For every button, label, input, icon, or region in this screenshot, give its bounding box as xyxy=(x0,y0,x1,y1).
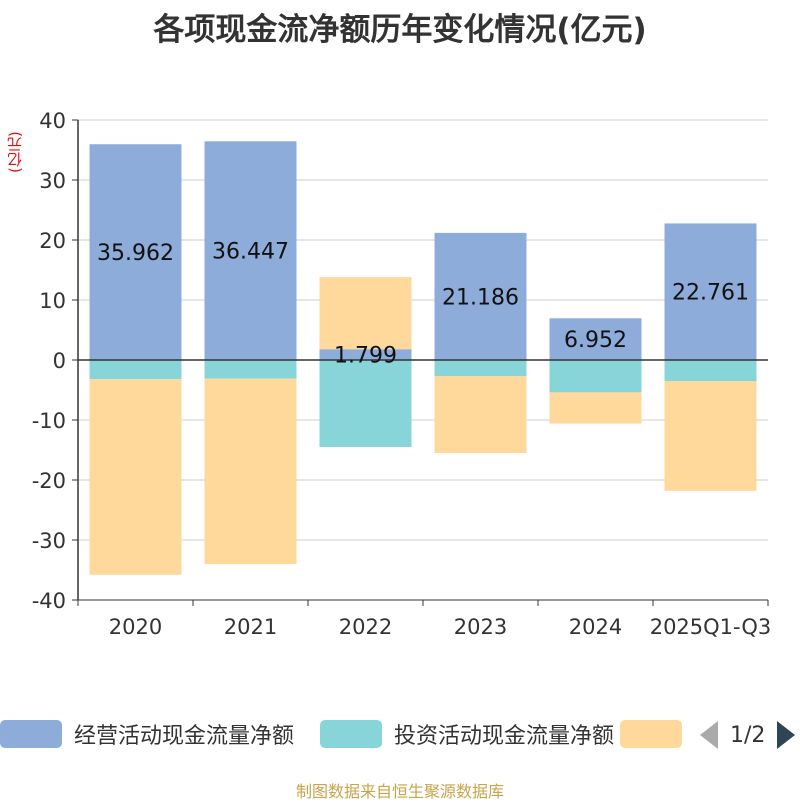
pager-page-text: 1/2 xyxy=(730,722,766,748)
pager-prev-icon[interactable] xyxy=(700,721,718,749)
data-labels: 35.962 36.447 1.799 21.186 6.952 22.761 xyxy=(97,240,749,369)
y-tick-label: 10 xyxy=(39,289,66,313)
bar-financing-2023 xyxy=(434,376,527,453)
legend-swatch-financing xyxy=(620,720,682,748)
bar-investing-2020 xyxy=(89,360,182,380)
y-tick-label: 0 xyxy=(53,349,66,373)
legend-pager: 1/2 xyxy=(700,718,796,752)
x-tick-label: 2023 xyxy=(454,615,507,639)
x-tick-label: 2020 xyxy=(109,615,162,639)
legend-item-investing[interactable]: 投资活动现金流量净额 xyxy=(320,716,614,752)
bar-financing-2022 xyxy=(319,277,412,350)
bar-investing-2021 xyxy=(204,360,297,379)
pager-next-icon[interactable] xyxy=(777,721,796,749)
chart-title: 各项现金流净额历年变化情况(亿元) xyxy=(153,12,647,48)
data-source-note: 制图数据来自恒生聚源数据库 xyxy=(295,782,504,801)
bar-operating-2025Q1-Q3 xyxy=(664,223,757,360)
y-tick-label: -10 xyxy=(32,409,66,433)
data-label-operating: 36.447 xyxy=(212,240,289,265)
bar-financing-2025Q1-Q3 xyxy=(664,381,757,491)
bar-investing-2022 xyxy=(319,360,412,447)
data-label-operating: 21.186 xyxy=(442,285,519,310)
y-tick-label: -30 xyxy=(32,529,66,553)
bar-financing-2020 xyxy=(89,379,182,575)
bar-operating-2024 xyxy=(549,318,642,360)
x-tick-label: 2022 xyxy=(339,615,392,639)
bar-financing-2021 xyxy=(204,378,297,564)
bar-operating-2020 xyxy=(89,144,182,360)
bar-investing-2023 xyxy=(434,360,527,377)
x-tick-label: 2024 xyxy=(569,615,622,639)
legend-item-operating[interactable]: 经营活动现金流量净额 xyxy=(0,716,294,752)
bar-financing-2024 xyxy=(549,392,642,424)
x-tick-label: 2025Q1-Q3 xyxy=(650,615,772,639)
x-tick-label: 2021 xyxy=(224,615,277,639)
data-label-operating: 1.799 xyxy=(334,344,397,369)
y-tick-label: -20 xyxy=(32,469,66,493)
legend-swatch-operating xyxy=(0,720,62,748)
bar-operating-2023 xyxy=(434,232,527,360)
y-tick-label: 30 xyxy=(39,169,66,193)
bar-operating-2021 xyxy=(204,141,297,360)
data-label-operating: 6.952 xyxy=(564,328,627,353)
y-tick-label: -40 xyxy=(32,589,66,613)
legend-swatch-investing xyxy=(320,720,382,748)
legend-label-operating: 经营活动现金流量净额 xyxy=(74,724,295,749)
bar-operating-2022 xyxy=(319,349,412,360)
y-tick-label: 40 xyxy=(39,109,66,133)
data-label-operating: 35.962 xyxy=(97,241,174,266)
bar-investing-2024 xyxy=(549,360,642,393)
legend-item-financing[interactable] xyxy=(620,716,682,752)
bars xyxy=(89,141,757,575)
y-tick-label: 20 xyxy=(39,229,66,253)
axes: 40 30 20 10 0 -10 -20 -30 -40 2020 2021 2022 2023 202… xyxy=(32,109,772,639)
bar-investing-2025Q1-Q3 xyxy=(664,360,757,381)
data-label-operating: 22.761 xyxy=(672,281,749,306)
legend-label-investing: 投资活动现金流量净额 xyxy=(394,724,615,749)
